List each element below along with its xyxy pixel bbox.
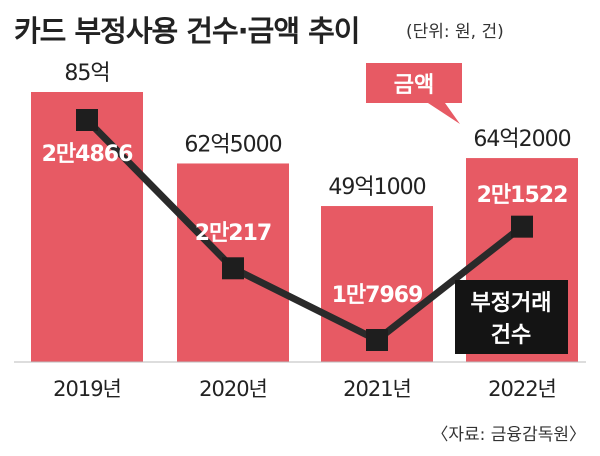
amount-label-2: 62억5000 — [184, 132, 281, 157]
amount-label-3: 49억1000 — [328, 175, 425, 200]
chart-title: 카드 부정사용 건수·금액 추이 — [14, 14, 360, 48]
x-tick-label-3: 2021년 — [343, 377, 411, 401]
count-series-line — [84, 117, 525, 344]
unit-note: (단위: 원, 건) — [406, 22, 504, 42]
legend-count-label-1: 부정거래 — [471, 291, 552, 316]
count-marker-1 — [76, 109, 98, 131]
labels-layer: 85억 62억5000 49억1000 64억2000 2만4866 2만217 1만796… — [42, 61, 572, 401]
legend-amount-label: 금액 — [394, 73, 434, 98]
bar-amount-1 — [31, 92, 143, 362]
legend-count-label-2: 건수 — [491, 323, 531, 348]
line-layer — [76, 109, 533, 351]
x-tick-label-1: 2019년 — [53, 377, 121, 401]
count-label-2: 2만217 — [195, 221, 271, 246]
count-label-1: 2만4866 — [42, 142, 133, 167]
legend-amount-bubble — [366, 63, 462, 124]
amount-label-4: 64억2000 — [473, 127, 570, 152]
count-marker-3 — [366, 329, 388, 351]
count-marker-2 — [222, 257, 244, 280]
count-marker-4 — [511, 215, 533, 238]
source-note: 〈자료: 금융감독원〉 — [431, 425, 586, 445]
legend-count-box — [455, 280, 568, 354]
amount-label-1: 85억 — [64, 61, 109, 86]
legend-layer: 금액 부정거래 건수 — [366, 63, 568, 354]
count-label-3: 1만7969 — [332, 283, 423, 308]
x-tick-label-2: 2020년 — [199, 377, 267, 401]
x-tick-label-4: 2022년 — [488, 377, 556, 401]
count-label-4: 2만1522 — [477, 183, 568, 208]
